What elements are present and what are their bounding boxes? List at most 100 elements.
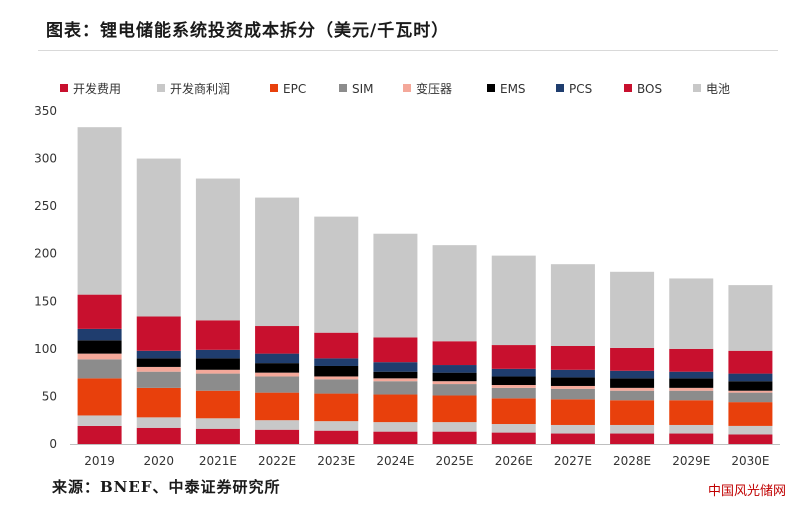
bar-segment <box>432 365 477 373</box>
y-axis: 0 50 100 150 200 250 300 350 <box>34 104 57 451</box>
y-tick-label: 200 <box>34 247 57 261</box>
bar-segment <box>136 366 181 372</box>
bar-segment <box>432 431 477 444</box>
legend-swatch <box>693 84 701 92</box>
bar-segment <box>314 332 359 359</box>
bar-segment <box>728 392 773 403</box>
bar-segment <box>136 371 181 388</box>
title-divider <box>38 50 778 51</box>
legend-label: 开发费用 <box>73 81 121 96</box>
x-tick-label: 2019 <box>84 454 115 468</box>
bar-segment <box>669 390 714 401</box>
source-note: 来源：BNEF、中泰证券研究所 <box>52 478 281 496</box>
y-tick-label: 150 <box>34 294 57 308</box>
legend-label: SIM <box>352 82 374 96</box>
bar-segment <box>728 285 773 351</box>
bar-segment <box>314 358 359 366</box>
legend-label: PCS <box>569 82 592 96</box>
bar-segment <box>432 372 477 382</box>
x-tick-label: 2022E <box>258 454 296 468</box>
bar-segment <box>255 372 300 377</box>
bar-segment <box>550 399 595 425</box>
bar-segment <box>728 373 773 382</box>
bar-segment <box>610 370 655 379</box>
bar-segment <box>255 429 300 444</box>
bar-segment <box>550 264 595 347</box>
bar-segment <box>432 422 477 432</box>
bar-segment <box>432 384 477 396</box>
x-tick-label: 2024E <box>376 454 414 468</box>
x-tick-label: 2028E <box>613 454 651 468</box>
bar-segment <box>77 359 122 379</box>
bar-segment <box>550 424 595 434</box>
bar-segment <box>255 420 300 430</box>
bar-segment <box>314 421 359 431</box>
bar-segment <box>491 398 536 425</box>
bar-segment <box>314 376 359 380</box>
legend-label: EPC <box>283 82 306 96</box>
bar-series <box>77 127 773 444</box>
y-tick-label: 100 <box>34 342 57 356</box>
bar-segment <box>195 428 240 444</box>
bar-segment <box>728 390 773 393</box>
bar-segment <box>669 378 714 388</box>
bar-segment <box>610 390 655 401</box>
bar-segment <box>728 381 773 391</box>
bar-segment <box>314 393 359 422</box>
bar-segment <box>77 425 122 444</box>
bar-segment <box>491 376 536 386</box>
bar-segment <box>491 345 536 369</box>
bar-segment <box>610 400 655 425</box>
bar-segment <box>195 418 240 429</box>
bar-segment <box>432 395 477 423</box>
bar-segment <box>669 348 714 372</box>
legend-swatch <box>270 84 278 92</box>
bar-segment <box>373 394 418 423</box>
x-tick-label: 2026E <box>495 454 533 468</box>
y-tick-label: 0 <box>49 437 57 451</box>
x-tick-label: 2023E <box>317 454 355 468</box>
bar-segment <box>550 385 595 389</box>
bar-segment <box>491 385 536 388</box>
y-tick-label: 300 <box>34 152 57 166</box>
legend-label: EMS <box>500 82 526 96</box>
bar-segment <box>195 358 240 370</box>
bar-segment <box>669 278 714 349</box>
bar-segment <box>136 158 181 317</box>
bar-segment <box>550 377 595 386</box>
bar-segment <box>491 432 536 444</box>
bar-segment <box>314 216 359 333</box>
bar-segment <box>550 433 595 444</box>
bar-segment <box>77 294 122 329</box>
bar-segment <box>195 320 240 350</box>
bar-segment <box>195 390 240 419</box>
bar-segment <box>373 337 418 363</box>
bar-segment <box>432 341 477 366</box>
bar-segment <box>255 353 300 364</box>
bar-segment <box>77 328 122 341</box>
stacked-bar-chart: 开发费用 开发商利润 EPC SIM 变压器 EMS PCS BOS 电池 0 50 100 150 2… <box>34 81 780 468</box>
bar-segment <box>610 424 655 434</box>
bar-segment <box>491 255 536 346</box>
bar-segment <box>728 402 773 426</box>
legend-swatch <box>60 84 68 92</box>
bar-segment <box>77 378 122 416</box>
y-tick-label: 50 <box>42 389 57 403</box>
bar-segment <box>610 433 655 444</box>
bar-segment <box>373 381 418 395</box>
bar-segment <box>491 387 536 399</box>
x-tick-label: 2020 <box>143 454 174 468</box>
bar-segment <box>255 197 300 327</box>
chart-legend: 开发费用 开发商利润 EPC SIM 变压器 EMS PCS BOS 电池 <box>60 81 730 96</box>
x-tick-label: 2029E <box>672 454 710 468</box>
bar-segment <box>255 363 300 373</box>
bar-segment <box>432 245 477 342</box>
bar-segment <box>373 422 418 432</box>
bar-segment <box>373 431 418 444</box>
bar-segment <box>728 350 773 374</box>
legend-swatch <box>157 84 165 92</box>
bar-segment <box>136 350 181 359</box>
bar-segment <box>77 415 122 426</box>
bar-segment <box>669 400 714 425</box>
bar-segment <box>77 127 122 295</box>
